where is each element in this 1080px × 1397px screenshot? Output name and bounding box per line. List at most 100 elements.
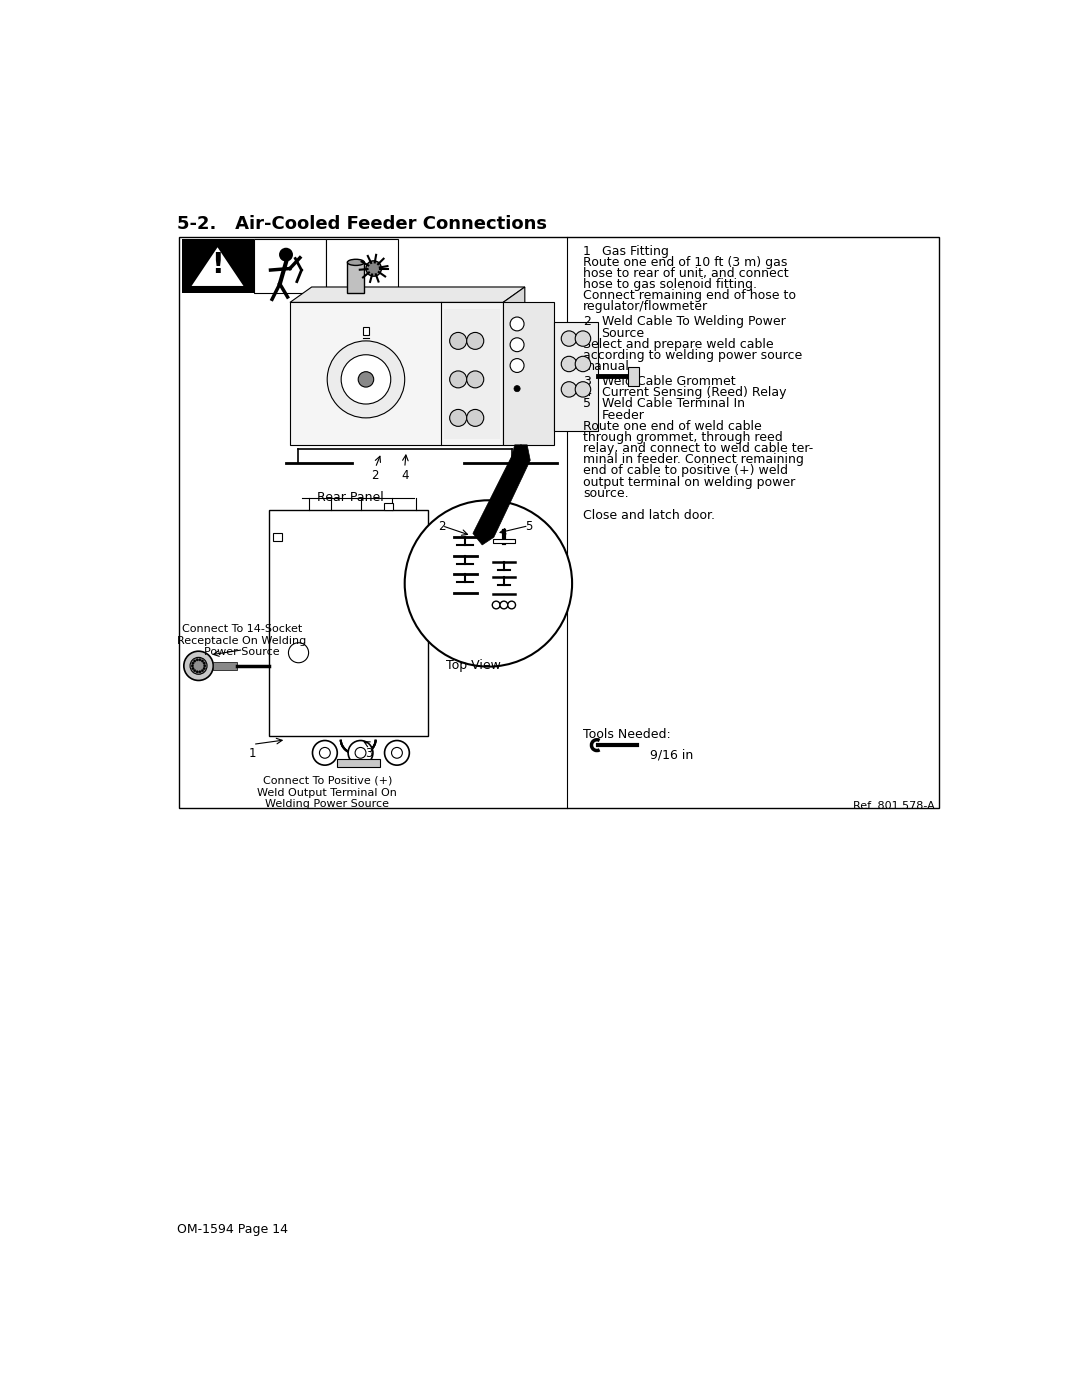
Circle shape (562, 356, 577, 372)
Polygon shape (291, 286, 525, 302)
Bar (269, 510, 428, 736)
Text: !: ! (212, 250, 224, 278)
Text: 1: 1 (583, 244, 591, 257)
Text: regulator/flowmeter: regulator/flowmeter (583, 300, 708, 313)
Circle shape (562, 381, 577, 397)
Circle shape (500, 601, 508, 609)
Circle shape (203, 668, 205, 669)
Text: relay, and connect to weld cable ter-: relay, and connect to weld cable ter- (583, 441, 813, 455)
Text: 9/16 in: 9/16 in (649, 749, 693, 761)
Circle shape (359, 372, 374, 387)
Text: hose to rear of unit, and connect: hose to rear of unit, and connect (583, 267, 788, 279)
Circle shape (508, 601, 515, 609)
Text: 3: 3 (365, 746, 373, 760)
Circle shape (467, 409, 484, 426)
Circle shape (199, 658, 201, 661)
Circle shape (279, 247, 293, 261)
Bar (179, 237, 940, 809)
Bar (254, 239, 326, 293)
Circle shape (576, 381, 591, 397)
Text: Source: Source (602, 327, 645, 339)
Text: 2: 2 (583, 316, 591, 328)
Bar (181, 239, 254, 293)
Text: Weld Cable To Welding Power: Weld Cable To Welding Power (602, 316, 785, 328)
Circle shape (405, 500, 572, 666)
Circle shape (348, 740, 373, 766)
Circle shape (184, 651, 213, 680)
Circle shape (195, 671, 199, 673)
Circle shape (449, 332, 467, 349)
Text: Connect To 14-Socket
Receptacle On Welding
Power Source: Connect To 14-Socket Receptacle On Weldi… (177, 624, 307, 658)
Text: Weld Cable Grommet: Weld Cable Grommet (602, 376, 735, 388)
Text: 2: 2 (372, 469, 379, 482)
Circle shape (190, 658, 207, 675)
Circle shape (327, 341, 405, 418)
Text: Feeder: Feeder (602, 409, 645, 422)
Circle shape (562, 331, 577, 346)
Ellipse shape (348, 260, 364, 265)
Circle shape (576, 331, 591, 346)
Text: through grommet, through reed: through grommet, through reed (583, 432, 783, 444)
Text: Select and prepare weld cable: Select and prepare weld cable (583, 338, 773, 351)
Text: source.: source. (583, 486, 629, 500)
Circle shape (288, 643, 309, 662)
Circle shape (449, 409, 467, 426)
Circle shape (576, 356, 591, 372)
Circle shape (355, 747, 366, 759)
Text: Close and latch door.: Close and latch door. (583, 509, 715, 522)
Bar (291, 302, 503, 444)
Text: according to welding power source: according to welding power source (583, 349, 802, 362)
Bar (444, 309, 500, 439)
Text: 3: 3 (583, 376, 591, 388)
Circle shape (467, 372, 484, 388)
Text: manual.: manual. (583, 360, 634, 373)
Bar (337, 759, 380, 767)
Text: 2: 2 (438, 520, 446, 534)
Text: Ref. 801 578-A: Ref. 801 578-A (853, 800, 935, 810)
Text: Top View: Top View (446, 659, 501, 672)
Bar (348, 263, 364, 293)
Bar (326, 239, 397, 293)
Text: Connect To Positive (+)
Weld Output Terminal On
Welding Power Source: Connect To Positive (+) Weld Output Term… (257, 775, 397, 809)
Circle shape (204, 665, 206, 666)
Circle shape (341, 355, 391, 404)
Circle shape (392, 747, 403, 759)
Bar (503, 302, 554, 444)
Polygon shape (503, 286, 525, 444)
Circle shape (201, 669, 203, 672)
Circle shape (467, 332, 484, 349)
Text: Route one end of weld cable: Route one end of weld cable (583, 420, 761, 433)
Text: Weld Cable Terminal In: Weld Cable Terminal In (602, 398, 744, 411)
Circle shape (384, 740, 409, 766)
Text: OM-1594 Page 14: OM-1594 Page 14 (177, 1222, 288, 1235)
Circle shape (449, 372, 467, 388)
Circle shape (203, 662, 205, 665)
Bar (213, 662, 237, 669)
Circle shape (192, 662, 194, 665)
Text: minal in feeder. Connect remaining: minal in feeder. Connect remaining (583, 453, 804, 467)
Text: Current Sensing (Reed) Relay: Current Sensing (Reed) Relay (602, 387, 786, 400)
Text: 4: 4 (401, 469, 408, 482)
Polygon shape (473, 444, 530, 545)
Text: end of cable to positive (+) weld: end of cable to positive (+) weld (583, 464, 788, 478)
Circle shape (492, 601, 500, 609)
Circle shape (195, 658, 199, 661)
Text: output terminal on welding power: output terminal on welding power (583, 475, 795, 489)
Circle shape (199, 671, 201, 673)
Text: Tools Needed:: Tools Needed: (583, 728, 671, 742)
Text: Route one end of 10 ft (3 m) gas: Route one end of 10 ft (3 m) gas (583, 256, 787, 268)
Circle shape (366, 261, 381, 277)
Text: 4: 4 (583, 387, 591, 400)
Text: Gas Fitting: Gas Fitting (602, 244, 669, 257)
Bar (494, 539, 515, 543)
Bar (273, 534, 282, 541)
Circle shape (201, 659, 203, 662)
Bar (383, 503, 393, 510)
Circle shape (510, 317, 524, 331)
Circle shape (192, 668, 194, 669)
Circle shape (514, 386, 521, 391)
Bar (363, 327, 369, 335)
Circle shape (510, 359, 524, 373)
Circle shape (510, 338, 524, 352)
Bar (554, 321, 598, 432)
